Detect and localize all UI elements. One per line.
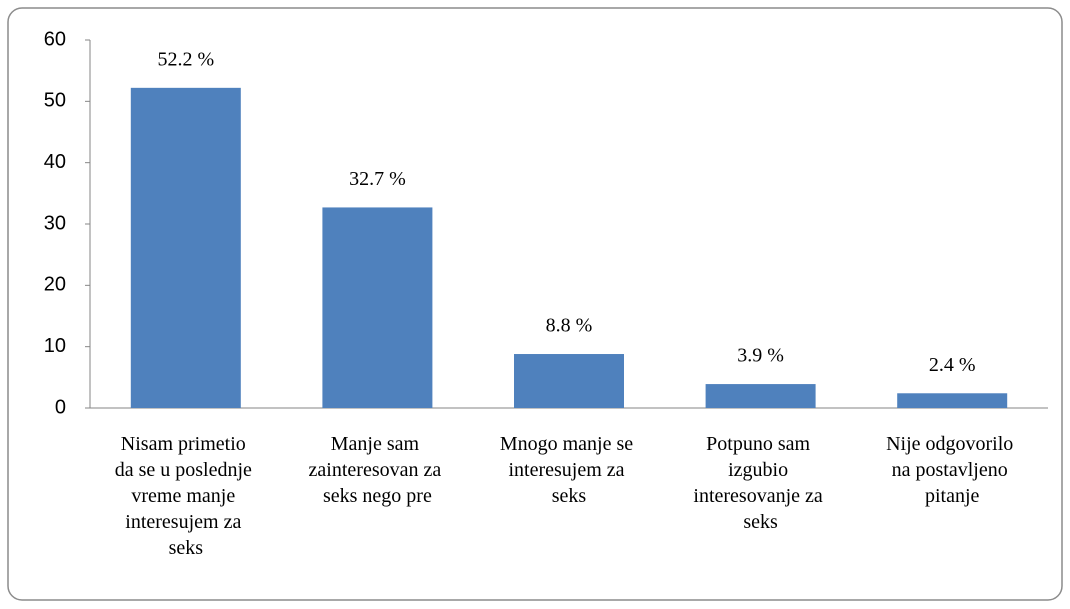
y-tick-label: 20	[44, 274, 66, 296]
x-tick-label: Manje sam zainteresovan za seks nego pre	[309, 433, 447, 507]
x-tick-label: Nisam primetio da se u poslednje vreme m…	[115, 433, 257, 559]
data-label: 52.2 %	[157, 48, 214, 70]
data-label: 8.8 %	[546, 315, 593, 337]
x-tick-label: Potpuno sam izgubio interesovanje za sek…	[693, 433, 827, 533]
bar	[130, 87, 241, 408]
data-label: 32.7 %	[349, 168, 406, 190]
y-tick-label: 0	[55, 396, 66, 418]
x-tick-label: Mnogo manje se interesujem za seks	[500, 433, 638, 507]
y-tick-label: 10	[44, 335, 66, 357]
bar	[897, 393, 1008, 408]
chart-border	[7, 7, 1063, 601]
data-label: 3.9 %	[737, 345, 784, 367]
data-label: 2.4 %	[929, 354, 976, 376]
y-tick-label: 60	[44, 28, 66, 50]
bar	[514, 354, 624, 408]
y-tick-label: 30	[44, 212, 66, 234]
bar	[322, 207, 433, 408]
y-tick-label: 50	[44, 90, 66, 112]
bar	[705, 384, 816, 408]
y-tick-label: 40	[44, 151, 66, 173]
x-tick-label: Nije odgovorilo na postavljeno pitanje	[886, 433, 1018, 507]
